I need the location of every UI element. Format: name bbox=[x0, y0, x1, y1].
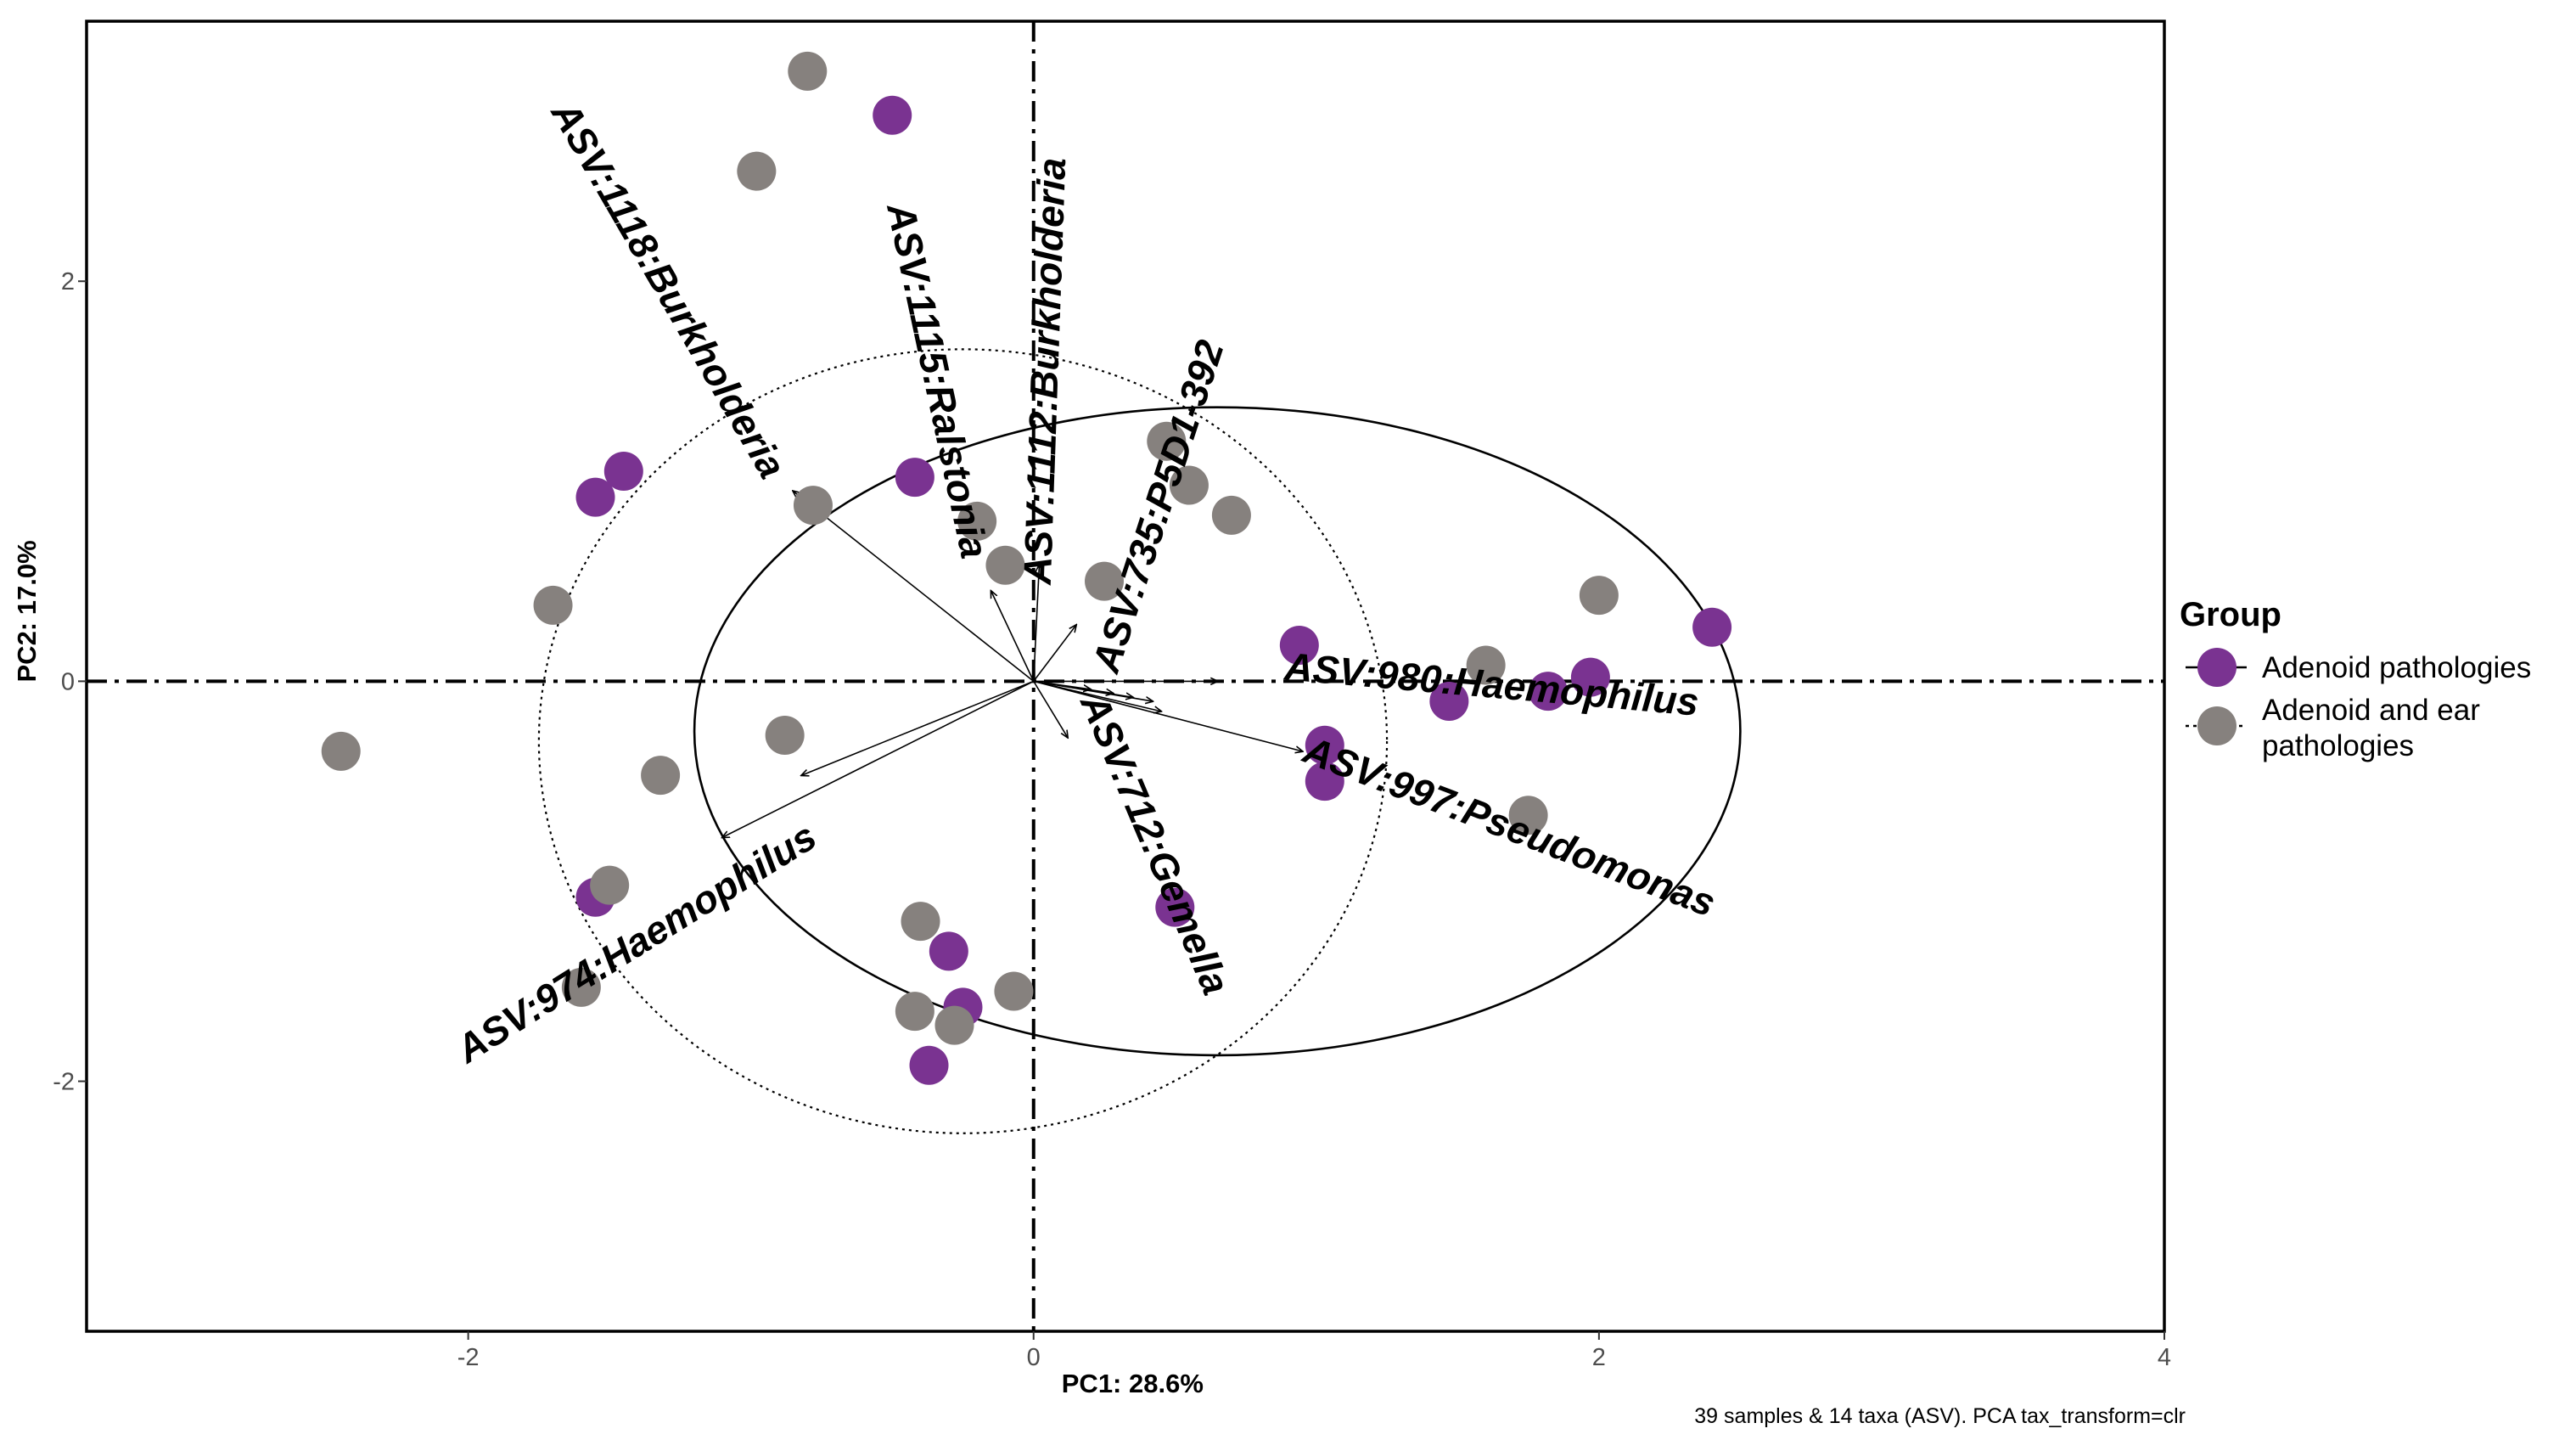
point-adenoid-ear-20 bbox=[934, 1005, 974, 1045]
point-adenoid-ear-14 bbox=[641, 756, 681, 796]
point-adenoid-6 bbox=[1570, 657, 1610, 697]
point-adenoid-ear-10 bbox=[1466, 645, 1506, 685]
loading-label-7: ASV:974:Haemophilus bbox=[447, 813, 823, 1071]
x-tick-label-2: 2 bbox=[1592, 1344, 1606, 1371]
loading-arrow-0 bbox=[794, 492, 1035, 683]
point-adenoid-ear-4 bbox=[985, 545, 1025, 585]
point-adenoid-9 bbox=[1305, 725, 1344, 765]
sample-points bbox=[321, 51, 1732, 1085]
ellipse-dotted-1 bbox=[537, 348, 1389, 1134]
point-adenoid-ear-7 bbox=[1211, 495, 1251, 535]
point-adenoid-ear-19 bbox=[895, 992, 934, 1032]
x-axis-title: PC1: 28.6% bbox=[1062, 1369, 1204, 1398]
point-adenoid-11 bbox=[1155, 887, 1195, 927]
point-adenoid-ear-1 bbox=[737, 151, 777, 191]
point-adenoid-13 bbox=[929, 931, 968, 971]
point-adenoid-ear-16 bbox=[590, 865, 630, 905]
loading-label-3: ASV:735:P5D1-392 bbox=[1083, 335, 1232, 678]
loading-arrow-6 bbox=[1033, 680, 1068, 737]
point-adenoid-3 bbox=[895, 458, 934, 498]
x-tick-label-3: 4 bbox=[2158, 1344, 2171, 1371]
y-tick-label-0: -2 bbox=[53, 1069, 75, 1096]
loading-arrows bbox=[722, 492, 1302, 838]
legend-key-adenoid-and-ear-pathologies bbox=[2197, 706, 2236, 745]
point-adenoid-ear-8 bbox=[1085, 561, 1125, 601]
loading-arrow-11 bbox=[1033, 680, 1161, 711]
loading-arrow-1 bbox=[991, 591, 1035, 682]
loading-arrow-5 bbox=[1033, 680, 1302, 751]
y-tick-label-2: 2 bbox=[61, 268, 75, 295]
point-adenoid-5 bbox=[1692, 607, 1732, 647]
plot-panel-border bbox=[85, 20, 2166, 1333]
point-adenoid-ear-3 bbox=[957, 501, 997, 541]
point-adenoid-8 bbox=[1429, 681, 1469, 721]
axis-ticks: -2 0 2 4 -2 0 2 bbox=[53, 268, 2171, 1371]
loading-arrow-13 bbox=[1033, 680, 1091, 689]
point-adenoid-4 bbox=[1279, 625, 1319, 665]
point-adenoid-ear-21 bbox=[994, 971, 1034, 1011]
point-adenoid-0 bbox=[873, 95, 912, 135]
loading-label-2: ASV:1112:Burkholderia bbox=[1015, 157, 1075, 586]
ellipse-solid-0 bbox=[693, 406, 1742, 1057]
legend-key-adenoid-pathologies bbox=[2197, 648, 2236, 687]
point-adenoid-1 bbox=[603, 452, 643, 492]
loading-label-6: ASV:712:Gemella bbox=[1072, 686, 1238, 1000]
legend-title: Group bbox=[2180, 596, 2281, 633]
point-adenoid-ear-9 bbox=[1579, 576, 1619, 616]
point-adenoid-15 bbox=[909, 1045, 949, 1085]
group-ellipses bbox=[537, 348, 1742, 1134]
y-tick-label-1: 0 bbox=[61, 668, 75, 695]
point-adenoid-ear-5 bbox=[1147, 421, 1187, 461]
point-adenoid-7 bbox=[1528, 672, 1568, 711]
loading-arrow-3 bbox=[1033, 625, 1076, 682]
loading-label-5: ASV:997:Pseudomonas bbox=[1297, 727, 1721, 925]
point-adenoid-10 bbox=[1305, 762, 1344, 801]
loading-label-1: ASV:1115:Ralstonia bbox=[878, 198, 997, 562]
legend: Group Adenoid pathologies Adenoid and ea… bbox=[2180, 596, 2531, 762]
loading-arrow-7 bbox=[722, 680, 1035, 837]
point-adenoid-ear-0 bbox=[788, 51, 828, 91]
point-adenoid-ear-15 bbox=[765, 715, 805, 755]
point-adenoid-ear-6 bbox=[1169, 465, 1209, 505]
legend-label-adenoid-pathologies: Adenoid pathologies bbox=[2262, 651, 2531, 684]
point-adenoid-ear-17 bbox=[561, 967, 601, 1007]
legend-label-adenoid-and-ear-line1: Adenoid and ear bbox=[2262, 694, 2480, 727]
legend-label-adenoid-and-ear-line2: pathologies bbox=[2262, 729, 2414, 762]
point-adenoid-ear-18 bbox=[901, 902, 940, 942]
loading-labels: ASV:1118:Burkholderia ASV:1115:Ralstonia A… bbox=[447, 93, 1721, 1072]
loading-arrow-8 bbox=[802, 680, 1035, 775]
point-adenoid-ear-12 bbox=[533, 585, 573, 625]
x-tick-label-0: -2 bbox=[457, 1344, 480, 1371]
chart-caption: 39 samples & 14 taxa (ASV). PCA tax_tran… bbox=[1694, 1404, 2186, 1428]
point-adenoid-2 bbox=[575, 477, 615, 517]
x-tick-label-1: 0 bbox=[1027, 1344, 1041, 1371]
loading-arrow-2 bbox=[1032, 565, 1040, 682]
y-axis-title: PC2: 17.0% bbox=[12, 540, 42, 682]
point-adenoid-ear-2 bbox=[793, 486, 833, 526]
point-adenoid-ear-13 bbox=[321, 731, 361, 771]
point-adenoid-ear-11 bbox=[1508, 796, 1548, 835]
